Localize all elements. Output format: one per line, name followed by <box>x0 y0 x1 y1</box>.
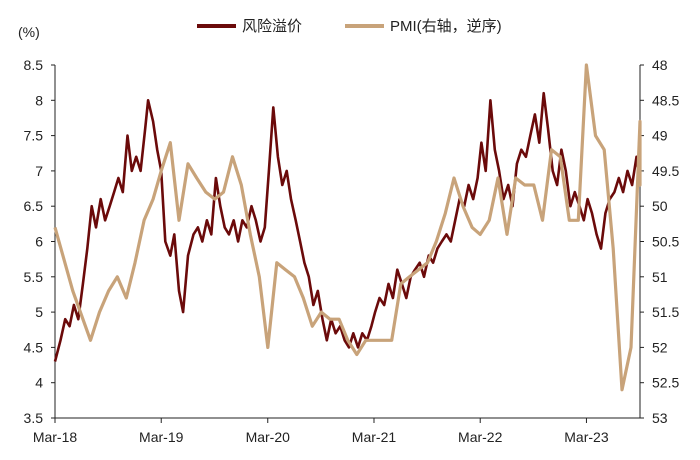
left-tick-label: 8 <box>35 92 43 108</box>
x-tick-label: Mar-23 <box>564 429 609 445</box>
x-tick-label: Mar-20 <box>246 429 291 445</box>
legend: 风险溢价 PMI(右轴，逆序) <box>197 18 502 35</box>
right-tick-label: 50.5 <box>652 234 679 250</box>
left-tick-label: 5.5 <box>24 269 44 285</box>
right-tick-label: 51 <box>652 269 668 285</box>
series-layer <box>53 63 642 392</box>
x-axis-ticks: Mar-18 Mar-19 Mar-20 Mar-21 Mar-22 Mar-23 <box>33 418 609 445</box>
left-tick-label: 8.5 <box>24 57 44 73</box>
right-tick-label: 52.5 <box>652 375 679 391</box>
series-line-risk-premium <box>53 91 642 362</box>
right-tick-label: 50 <box>652 198 668 214</box>
right-tick-label: 49.5 <box>652 163 679 179</box>
left-axis-unit-label: (%) <box>18 24 40 40</box>
x-tick-label: Mar-18 <box>33 429 78 445</box>
right-tick-label: 48.5 <box>652 92 679 108</box>
left-tick-label: 4 <box>35 375 43 391</box>
series-line-pmi <box>53 63 642 392</box>
x-tick-label: Mar-22 <box>458 429 503 445</box>
legend-label-pmi: PMI(右轴，逆序) <box>390 18 502 35</box>
axes <box>54 65 641 419</box>
x-tick-label: Mar-21 <box>352 429 397 445</box>
right-tick-label: 52 <box>652 339 668 355</box>
left-tick-label: 6 <box>35 234 43 250</box>
left-tick-label: 6.5 <box>24 198 44 214</box>
right-tick-label: 48 <box>652 57 668 73</box>
left-tick-label: 5 <box>35 304 43 320</box>
left-tick-label: 7 <box>35 163 43 179</box>
left-tick-label: 3.5 <box>24 410 44 426</box>
right-tick-label: 53 <box>652 410 668 426</box>
left-tick-label: 7.5 <box>24 128 44 144</box>
right-axis-ticks: 48 48.5 49 49.5 50 50.5 51 51.5 52 52.5 53 <box>640 57 679 426</box>
x-tick-label: Mar-19 <box>139 429 184 445</box>
legend-label-risk-premium: 风险溢价 <box>242 18 302 35</box>
left-tick-label: 4.5 <box>24 339 44 355</box>
left-axis-ticks: 3.5 4 4.5 5 5.5 6 6.5 7 7.5 8 8.5 <box>24 57 55 426</box>
right-tick-label: 49 <box>652 128 668 144</box>
right-tick-label: 51.5 <box>652 304 679 320</box>
